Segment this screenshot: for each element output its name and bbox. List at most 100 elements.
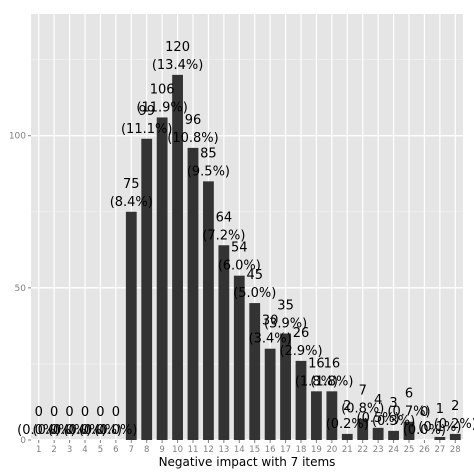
data-label-count: 96 <box>185 113 202 128</box>
bar <box>449 433 461 440</box>
x-tick-label: 25 <box>404 445 415 455</box>
data-label-percent: (0.0%) <box>48 423 91 438</box>
x-axis: 1 2 3 4 5 6 7 8 9 10 11 12 13 14 15 16 17 18 19 20 21 22 23 24 2… <box>36 440 461 455</box>
bar <box>203 181 214 440</box>
bar <box>295 360 307 440</box>
data-label-count: 16 <box>324 356 341 371</box>
x-tick-label: 15 <box>249 445 260 455</box>
x-tick-label: 26 <box>419 445 430 455</box>
x-tick-label: 21 <box>342 445 353 455</box>
x-tick-label: 13 <box>218 445 229 455</box>
data-label-percent: (0.2%) <box>326 417 369 432</box>
bar <box>141 138 153 440</box>
x-tick-label: 14 <box>234 445 245 455</box>
data-label-count: 64 <box>216 210 233 225</box>
x-tick-label: 10 <box>172 445 183 455</box>
x-tick-label: 18 <box>296 445 307 455</box>
data-label-count: 26 <box>293 326 310 341</box>
y-tick-label: 0 <box>20 436 26 446</box>
data-label-count: 45 <box>246 268 263 283</box>
bar <box>172 74 183 440</box>
data-label-count: 0 <box>81 405 89 420</box>
x-tick-label: 22 <box>357 445 368 455</box>
data-label-count: 0 <box>65 405 73 420</box>
x-tick-label: 2 <box>51 445 56 455</box>
data-label-percent: (3.4%) <box>249 332 292 347</box>
data-label-percent: (9.5%) <box>187 164 230 179</box>
x-tick-label: 5 <box>98 445 103 455</box>
data-label-count: 0 <box>50 405 58 420</box>
x-tick-label: 3 <box>67 445 72 455</box>
x-axis-title: Negative impact with 7 items <box>159 455 336 469</box>
data-label-percent: (0.0%) <box>79 423 122 438</box>
data-label-count: 1 <box>436 402 444 417</box>
data-label-count: 16 <box>308 356 325 371</box>
bar <box>218 245 230 440</box>
data-label-percent: (13.4%) <box>152 58 203 73</box>
data-label-count: 0 <box>35 405 43 420</box>
data-label-percent: (0.0%) <box>403 423 446 438</box>
x-tick-label: 8 <box>144 445 149 455</box>
x-tick-label: 7 <box>129 445 134 455</box>
data-label-percent: (0.2%) <box>434 417 474 432</box>
x-tick-label: 17 <box>280 445 291 455</box>
data-label-count: 4 <box>374 393 382 408</box>
bar <box>434 436 446 440</box>
bar <box>341 433 353 440</box>
data-label-percent: (11.1%) <box>121 122 172 137</box>
x-tick-label: 20 <box>326 445 337 455</box>
data-label-percent: (8.4%) <box>110 195 153 210</box>
x-tick-label: 24 <box>388 445 399 455</box>
x-tick-label: 6 <box>113 445 118 455</box>
bar <box>249 303 261 440</box>
bar <box>403 421 415 440</box>
data-label-count: 30 <box>262 314 279 329</box>
x-tick-label: 16 <box>265 445 276 455</box>
bar <box>156 117 168 440</box>
data-label-percent: (0.0%) <box>63 423 106 438</box>
bar <box>280 333 291 440</box>
x-tick-label: 19 <box>311 445 322 455</box>
data-label-count: 3 <box>389 396 397 411</box>
data-label-percent: (11.9%) <box>136 100 187 115</box>
x-tick-label: 11 <box>188 445 199 455</box>
data-label-percent: (10.8%) <box>167 131 218 146</box>
data-label-count: 0 <box>112 405 120 420</box>
data-label-count: 2 <box>451 399 459 414</box>
bar <box>388 430 399 440</box>
x-tick-label: 1 <box>36 445 41 455</box>
data-label-percent: (0.8%) <box>341 402 384 417</box>
data-label-percent: (0.7%) <box>387 405 430 420</box>
x-tick-label: 12 <box>203 445 214 455</box>
data-label-percent: (0.1%) <box>418 420 461 435</box>
y-tick-label: 100 <box>9 132 26 142</box>
data-label-percent: (5.0%) <box>233 286 276 301</box>
data-label-percent: (6.0%) <box>218 259 261 274</box>
data-label-count: 0 <box>96 405 104 420</box>
data-label-count: 0 <box>420 405 428 420</box>
x-tick-label: 27 <box>434 445 445 455</box>
bar <box>187 147 199 440</box>
y-tick-label: 50 <box>15 284 27 294</box>
data-label-percent: (0.3%) <box>372 414 415 429</box>
data-label-percent: (0.0%) <box>94 423 137 438</box>
plot-panel <box>31 14 463 440</box>
data-label-percent: (2.9%) <box>279 344 322 359</box>
data-label-count: 35 <box>277 299 294 314</box>
data-label-percent: (7.2%) <box>202 228 245 243</box>
bars <box>125 74 461 440</box>
x-tick-label: 4 <box>82 445 87 455</box>
bar <box>264 348 276 440</box>
data-label-count: 99 <box>138 104 155 119</box>
bar <box>125 211 137 440</box>
x-tick-label: 28 <box>450 445 461 455</box>
data-labels: 0 (0.0%) 0 (0.0%) 0 (0.0%) 0 (0.0%) 0 (0.0%) 0 (0.0… <box>17 40 474 438</box>
data-label-percent: (1.8%) <box>295 374 338 389</box>
y-axis: 0 50 100 <box>9 132 31 446</box>
data-label-count: 2 <box>343 399 351 414</box>
data-label-count: 7 <box>359 384 367 399</box>
bar <box>311 391 322 440</box>
bar <box>233 275 245 440</box>
data-label-percent: (0.0%) <box>33 423 76 438</box>
